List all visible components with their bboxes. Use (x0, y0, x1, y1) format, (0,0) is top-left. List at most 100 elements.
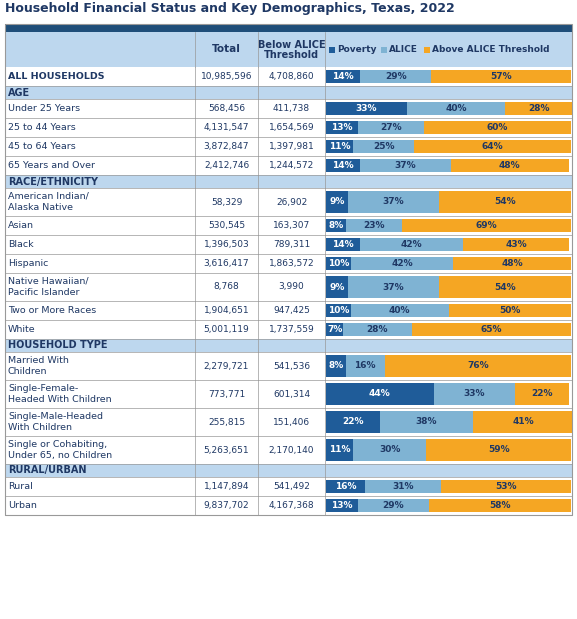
Text: 23%: 23% (363, 221, 384, 230)
Bar (5, 156, 572, 175)
Bar (515, 383, 568, 405)
Text: 2,412,746: 2,412,746 (204, 161, 249, 170)
Text: 33%: 33% (463, 389, 485, 399)
Bar (5, 86, 572, 99)
Bar (451, 159, 568, 172)
Text: 4,167,368: 4,167,368 (269, 501, 314, 510)
Bar (326, 159, 360, 172)
Bar (348, 191, 439, 213)
Bar (407, 102, 505, 115)
Text: 568,456: 568,456 (208, 104, 245, 113)
Bar (505, 102, 574, 115)
Bar (326, 70, 360, 83)
Text: 53%: 53% (495, 482, 517, 491)
Bar (381, 46, 387, 53)
Text: 45 to 64 Years: 45 to 64 Years (8, 142, 76, 151)
Text: 8%: 8% (328, 221, 343, 230)
Bar (414, 140, 571, 153)
Text: 601,314: 601,314 (273, 389, 310, 399)
Bar (326, 383, 434, 405)
Text: 4,131,547: 4,131,547 (204, 123, 249, 132)
Bar (412, 323, 571, 336)
Text: ALL HOUSEHOLDS: ALL HOUSEHOLDS (8, 72, 104, 81)
Text: Asian: Asian (8, 221, 34, 230)
Text: Two or More Races: Two or More Races (8, 306, 96, 315)
Bar (5, 301, 572, 320)
Text: Single-Female-
Headed With Children: Single-Female- Headed With Children (8, 384, 111, 404)
Text: 59%: 59% (488, 446, 509, 454)
Text: 5,001,119: 5,001,119 (204, 325, 249, 334)
Bar (326, 499, 358, 512)
Bar (326, 439, 353, 461)
Bar (5, 188, 572, 216)
Text: RURAL/URBAN: RURAL/URBAN (8, 465, 87, 475)
Bar (360, 238, 463, 251)
Bar (424, 121, 571, 134)
Text: Threshold: Threshold (264, 50, 319, 59)
Text: 27%: 27% (380, 123, 402, 132)
Bar (380, 411, 473, 433)
Bar (5, 67, 572, 86)
Text: American Indian/
Alaska Native: American Indian/ Alaska Native (8, 192, 89, 212)
Bar (5, 175, 572, 188)
Bar (350, 304, 448, 317)
Text: 530,545: 530,545 (208, 221, 245, 230)
Text: 16%: 16% (335, 482, 357, 491)
Text: 58,329: 58,329 (211, 197, 242, 207)
Bar (5, 352, 572, 380)
Text: 44%: 44% (369, 389, 391, 399)
Bar (5, 408, 572, 436)
Text: Total: Total (212, 45, 241, 54)
Bar (441, 480, 571, 493)
Bar (353, 140, 414, 153)
Text: 789,311: 789,311 (273, 240, 310, 249)
Text: 28%: 28% (529, 104, 550, 113)
Bar (326, 121, 358, 134)
Text: 26,902: 26,902 (276, 197, 307, 207)
Text: 14%: 14% (332, 240, 354, 249)
Text: 30%: 30% (379, 446, 400, 454)
Text: 48%: 48% (499, 161, 520, 170)
Text: 1,244,572: 1,244,572 (269, 161, 314, 170)
Text: White: White (8, 325, 36, 334)
Text: 163,307: 163,307 (273, 221, 310, 230)
Text: 22%: 22% (342, 417, 364, 426)
Bar (5, 216, 572, 235)
Text: 40%: 40% (389, 306, 410, 315)
Text: 25 to 44 Years: 25 to 44 Years (8, 123, 76, 132)
Bar (5, 464, 572, 477)
Bar (5, 24, 572, 515)
Text: 8%: 8% (328, 361, 343, 371)
Bar (326, 355, 346, 377)
Text: 58%: 58% (489, 501, 511, 510)
Bar (5, 32, 572, 67)
Bar (358, 121, 424, 134)
Text: 1,147,894: 1,147,894 (204, 482, 249, 491)
Bar (360, 70, 432, 83)
Bar (424, 46, 430, 53)
Text: 76%: 76% (467, 361, 489, 371)
Bar (326, 323, 343, 336)
Text: 10,985,596: 10,985,596 (201, 72, 252, 81)
Text: 7%: 7% (327, 325, 342, 334)
Text: 43%: 43% (505, 240, 527, 249)
Text: Native Hawaiian/
Pacific Islander: Native Hawaiian/ Pacific Islander (8, 277, 89, 297)
Text: 3,616,417: 3,616,417 (204, 259, 249, 268)
Text: 14%: 14% (332, 72, 354, 81)
Bar (365, 480, 441, 493)
Text: 42%: 42% (401, 240, 422, 249)
Text: RACE/ETHNICITY: RACE/ETHNICITY (8, 176, 98, 186)
Text: 255,815: 255,815 (208, 417, 245, 426)
Text: 16%: 16% (354, 361, 376, 371)
Text: Single or Cohabiting,
Under 65, no Children: Single or Cohabiting, Under 65, no Child… (8, 440, 112, 460)
Text: 29%: 29% (385, 72, 407, 81)
Bar (5, 320, 572, 339)
Text: Single-Male-Headed
With Children: Single-Male-Headed With Children (8, 412, 103, 432)
Text: 40%: 40% (445, 104, 467, 113)
Bar (360, 159, 451, 172)
Text: 28%: 28% (367, 325, 388, 334)
Bar (5, 24, 572, 32)
Text: 947,425: 947,425 (273, 306, 310, 315)
Bar (402, 219, 571, 232)
Text: Under 25 Years: Under 25 Years (8, 104, 80, 113)
